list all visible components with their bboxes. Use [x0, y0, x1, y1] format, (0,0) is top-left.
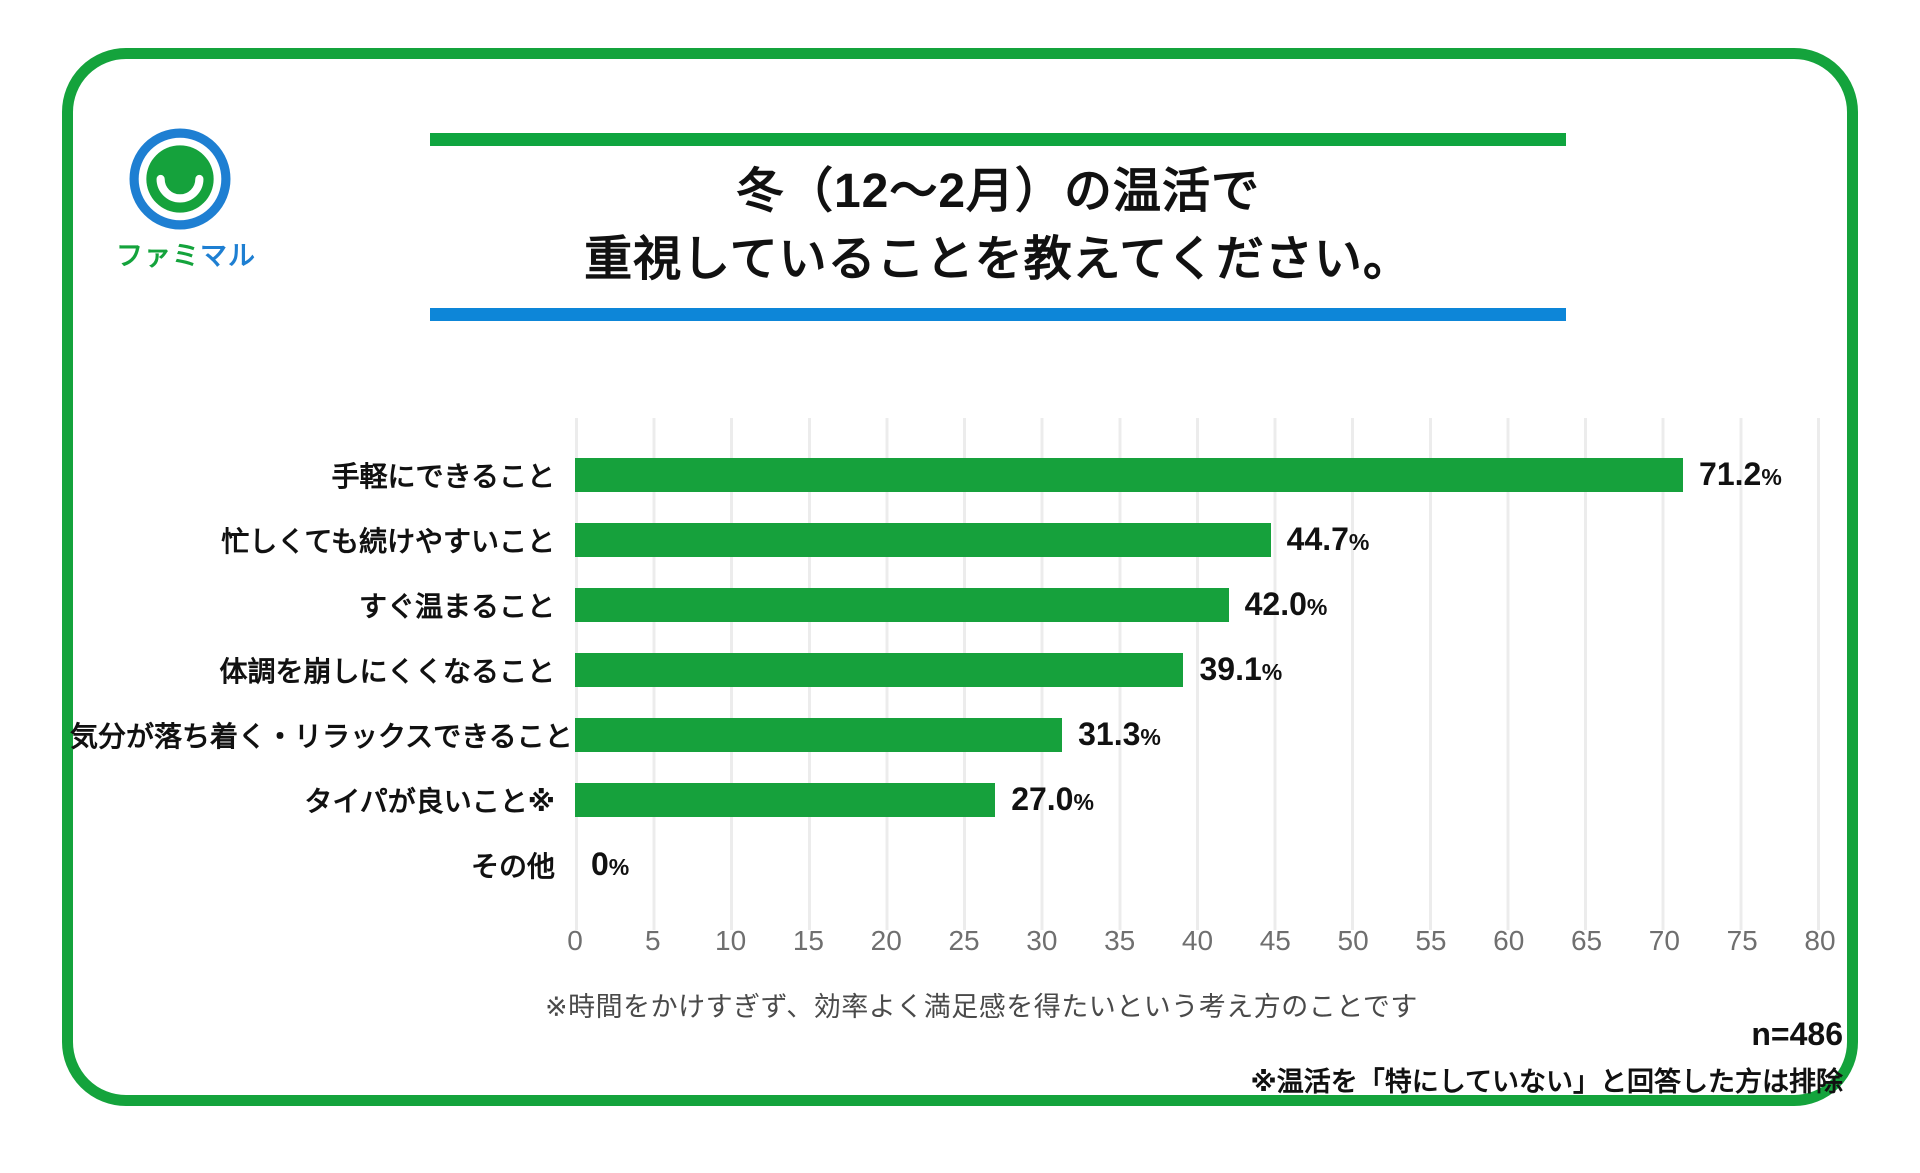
exclusion-footnote: ※温活を「特にしていない」と回答した方は排除 [1250, 1067, 1843, 1097]
x-tick-label: 25 [948, 925, 980, 956]
chart-row: タイパが良いこと※ 27.0% [70, 767, 1825, 832]
chart-rows: 手軽にできること 71.2% 忙しくても続けやすいこと 44.7% すぐ温まること 42.… [70, 418, 1825, 930]
category-label: すぐ温まること [358, 590, 555, 622]
bar-track: 39.1% [575, 637, 1820, 702]
brand-name: ファミマル [116, 234, 255, 273]
chart-title-line2: 重視していることを教えてください。 [584, 233, 1412, 287]
bar-track: 27.0% [575, 767, 1820, 832]
chart-row: 忙しくても続けやすいこと 44.7% [70, 507, 1825, 572]
category-label: タイパが良いこと※ [304, 785, 555, 817]
title-top-rule [430, 133, 1566, 146]
brand-name-blue: マル [200, 241, 256, 271]
x-tick-label: 0 [567, 925, 583, 956]
famimaru-logo: ファミマル [116, 128, 255, 273]
category-label: 手軽にできること [331, 460, 555, 492]
bar [575, 782, 996, 817]
chart-row: 体調を崩しにくくなること 39.1% [70, 637, 1825, 702]
bar-track: 44.7% [575, 507, 1820, 572]
value-label: 42.0% [1244, 586, 1328, 622]
x-axis: 0 5 10 15 20 25 30 35 40 45 50 55 60 65 70 75 80 [567, 925, 1835, 965]
x-tick-label: 80 [1804, 925, 1836, 956]
x-tick-label: 15 [792, 925, 825, 956]
brand-name-green: ファミ [116, 241, 200, 271]
bar [575, 652, 1184, 687]
x-tick-label: 60 [1493, 925, 1525, 956]
chart-row: 気分が落ち着く・リラックスできること 31.3% [70, 702, 1825, 767]
title-block: 冬（12〜2月）の温活で 重視していることを教えてください。 [430, 133, 1566, 322]
x-tick-label: 10 [715, 925, 747, 956]
category-label: 忙しくても続けやすいこと [221, 525, 555, 557]
chart-title: 冬（12〜2月）の温活で 重視していることを教えてください。 [430, 158, 1566, 294]
value-label: 0% [591, 846, 630, 882]
smiley-face-icon [129, 128, 231, 230]
chart-row: 手軽にできること 71.2% [70, 442, 1825, 507]
bar [575, 457, 1684, 492]
category-label: 気分が落ち着く・リラックスできること [70, 720, 573, 752]
chart-title-line1: 冬（12〜2月）の温活で [735, 165, 1261, 218]
x-tick-label: 55 [1415, 925, 1447, 956]
sample-size: n=486 [1751, 1016, 1843, 1052]
x-tick-label: 50 [1337, 925, 1369, 956]
taipa-footnote: ※時間をかけすぎず、効率よく満足感を得たいという考え方のことです [545, 992, 1418, 1022]
x-tick-label: 30 [1026, 925, 1058, 956]
x-tick-label: 40 [1181, 925, 1214, 956]
x-tick-label: 20 [870, 925, 902, 956]
x-tick-label: 65 [1570, 925, 1603, 956]
bar-track: 31.3% [575, 702, 1820, 767]
bar [575, 717, 1063, 752]
title-bottom-rule [430, 308, 1566, 322]
x-tick-label: 70 [1648, 925, 1680, 956]
chart-row: すぐ温まること 42.0% [70, 572, 1825, 637]
x-tick-label: 45 [1259, 925, 1291, 956]
category-label: その他 [470, 850, 555, 882]
value-label: 39.1% [1199, 651, 1283, 687]
bar-track: 0% [575, 832, 1820, 897]
bar [575, 522, 1271, 557]
x-tick-label: 5 [645, 925, 661, 956]
value-label: 71.2% [1699, 456, 1782, 492]
value-label: 44.7% [1286, 521, 1370, 557]
value-label: 31.3% [1078, 716, 1161, 752]
x-tick-label: 35 [1104, 925, 1136, 956]
bar-chart: 手軽にできること 71.2% 忙しくても続けやすいこと 44.7% すぐ温まること 42.… [70, 418, 1836, 965]
bar-track: 42.0% [575, 572, 1820, 637]
bar-track: 71.2% [575, 442, 1820, 507]
category-label: 体調を崩しにくくなること [219, 655, 555, 687]
chart-row: その他 0% [70, 832, 1825, 897]
value-label: 27.0% [1011, 781, 1094, 817]
x-tick-label: 75 [1726, 925, 1758, 956]
bar [575, 587, 1229, 622]
